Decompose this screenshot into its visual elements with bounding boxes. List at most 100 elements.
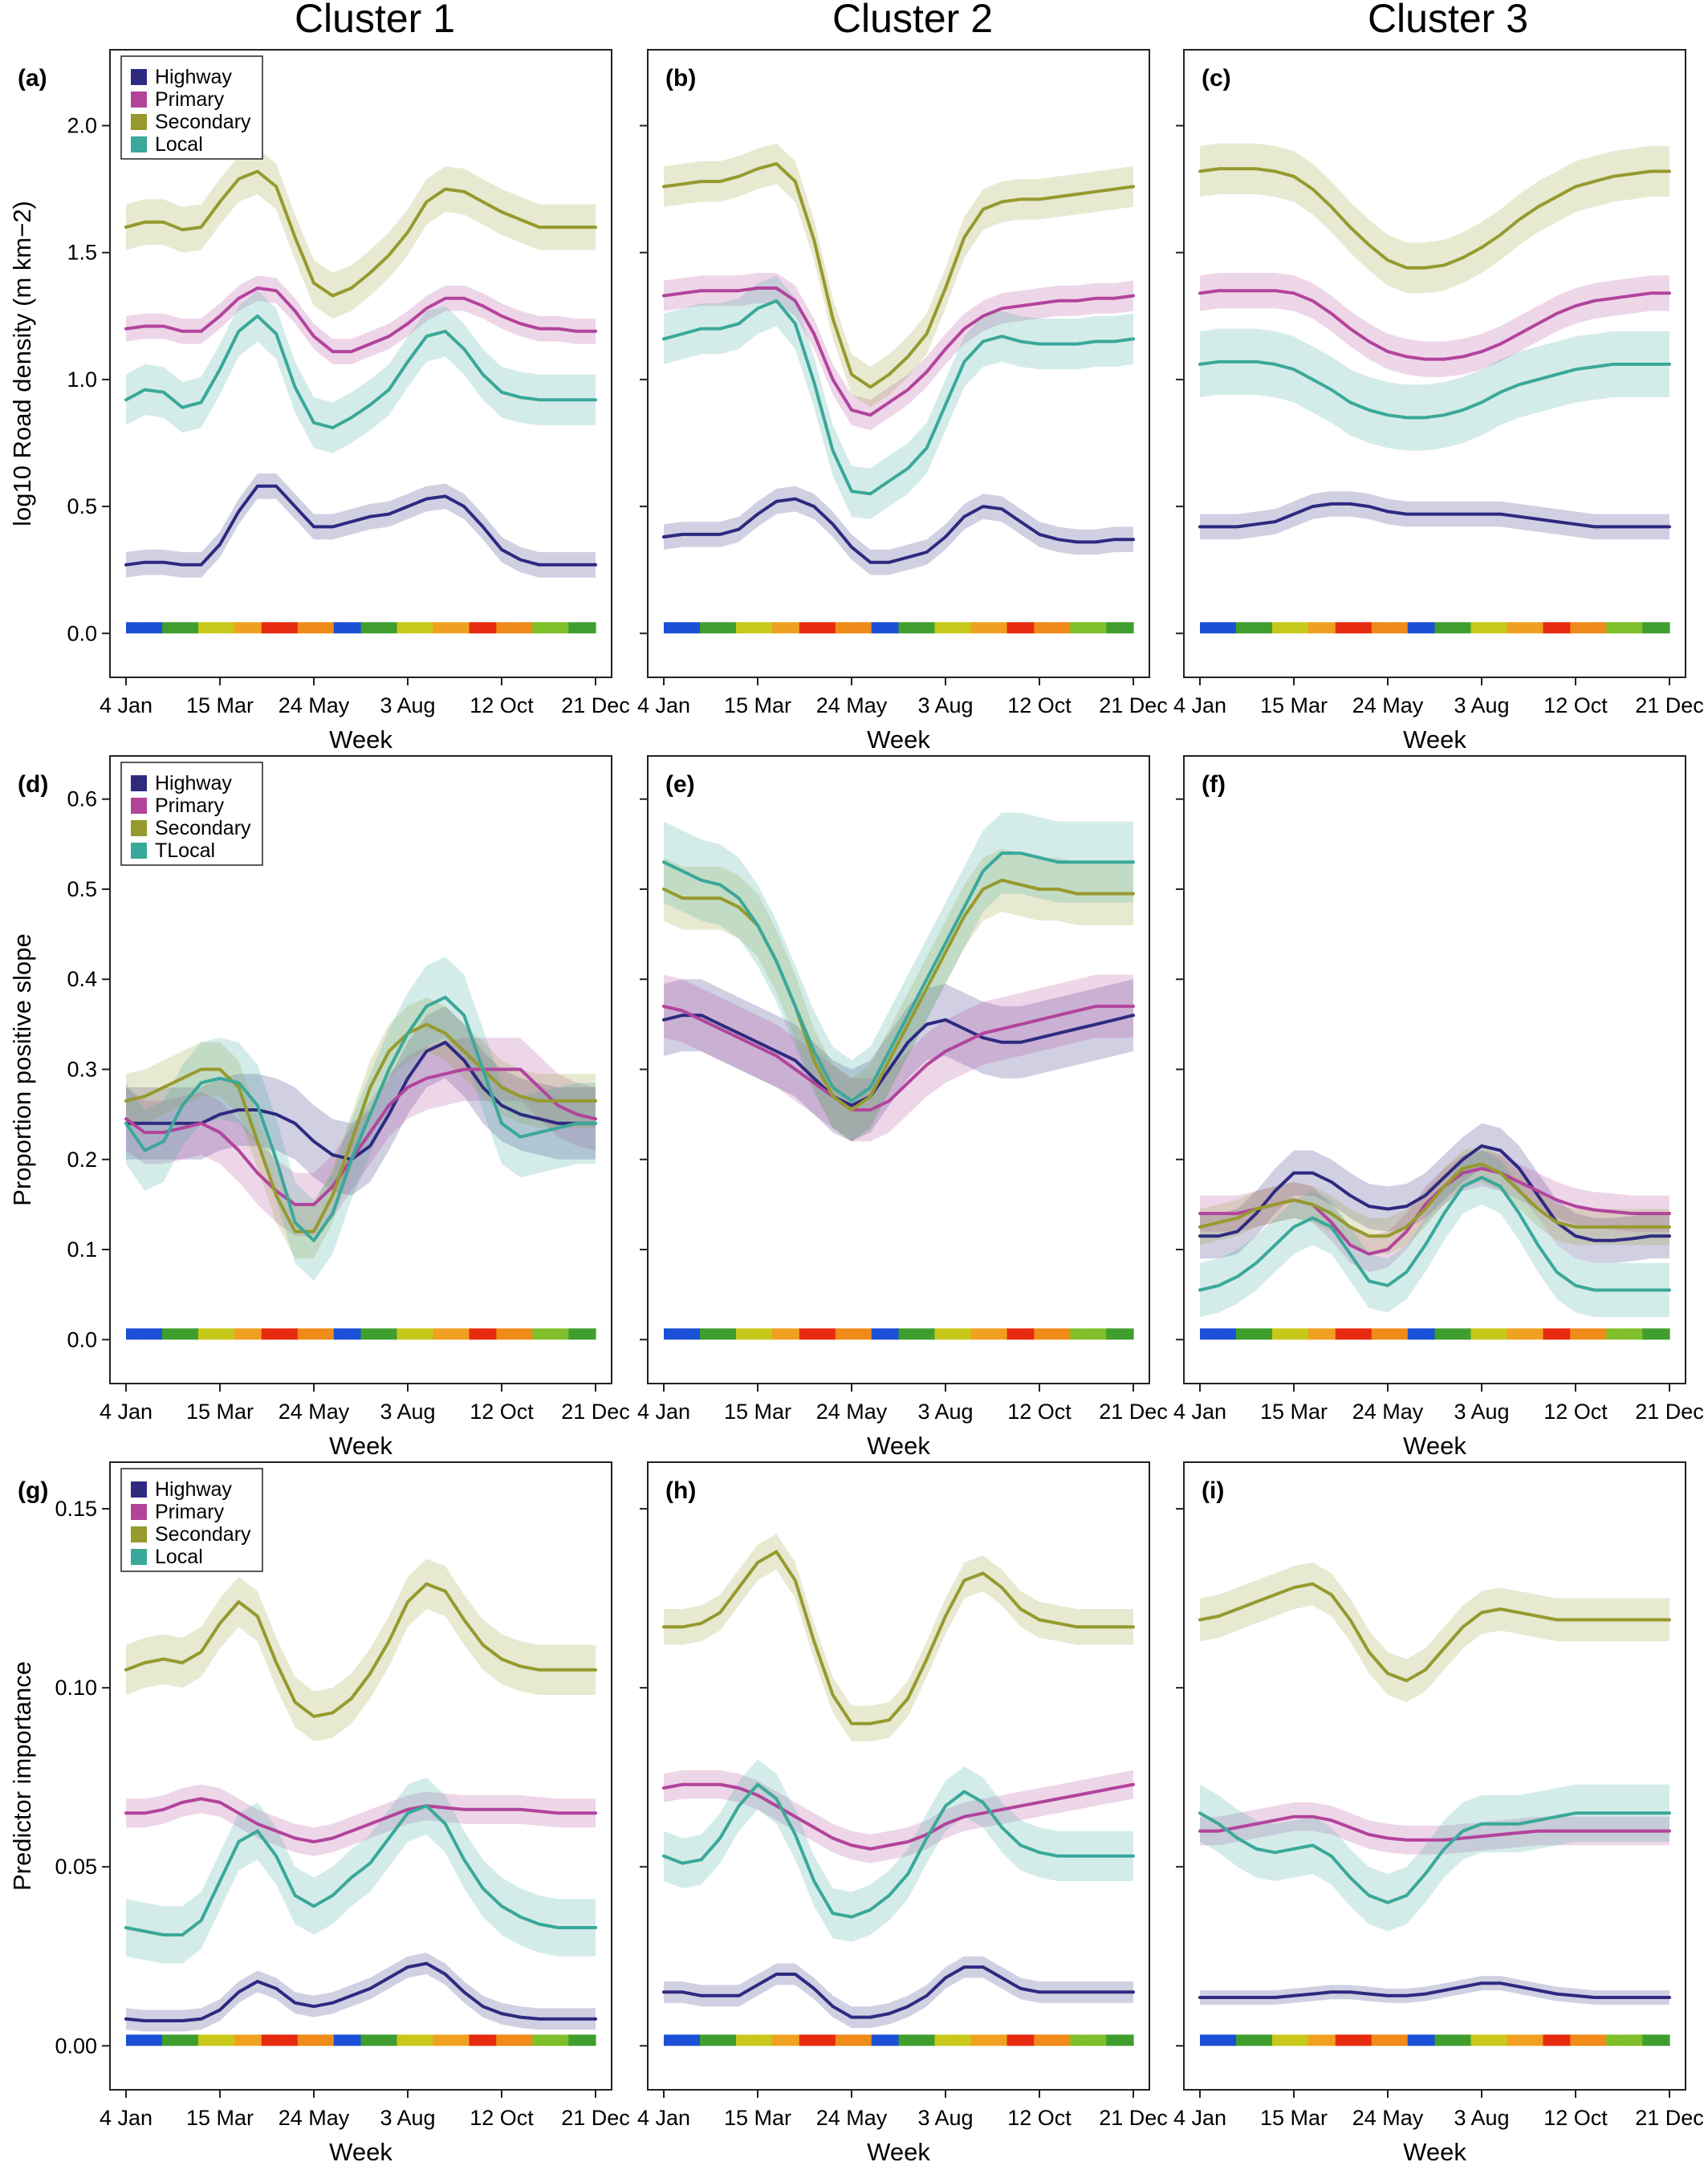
x-tick-label: 4 Jan	[100, 693, 152, 717]
x-tick-label: 21 Dec	[1635, 693, 1704, 717]
season-week	[917, 622, 926, 634]
season-week	[772, 1328, 782, 1340]
season-week	[126, 1328, 136, 1340]
season-week	[781, 1328, 791, 1340]
season-week	[189, 2034, 199, 2046]
plot-frame	[647, 49, 1150, 678]
season-week	[469, 622, 479, 634]
season-week	[1453, 1328, 1462, 1340]
season-week	[844, 1328, 854, 1340]
season-week	[1124, 1328, 1134, 1340]
season-week	[568, 622, 579, 634]
chart-panel-b: 4 Jan 15 Mar 24 May 3 Aug 12 Oct 21 Dec Week (b…	[637, 49, 1168, 754]
series-line-local	[124, 1804, 597, 1936]
season-week	[1290, 2034, 1300, 2046]
season-week	[379, 1328, 388, 1340]
season-week	[1633, 1328, 1643, 1340]
season-week	[207, 2034, 218, 2046]
season-week	[451, 1328, 461, 1340]
season-week	[1606, 2034, 1616, 2046]
season-week	[1651, 2034, 1661, 2046]
legend-swatch-highway	[131, 69, 147, 85]
season-week	[1570, 2034, 1580, 2046]
y-tick-label: 1.0	[67, 368, 97, 392]
season-week	[270, 1328, 280, 1340]
season-week	[1434, 2034, 1445, 2046]
x-tick-label: 3 Aug	[1454, 2106, 1509, 2130]
season-week	[907, 622, 917, 634]
season-week	[754, 2034, 764, 2046]
season-week	[234, 2034, 244, 2046]
season-week	[441, 622, 452, 634]
y-tick-label: 0.5	[67, 877, 97, 901]
legend-label: Highway	[155, 1478, 232, 1501]
y-tick-label: 0.2	[67, 1148, 97, 1172]
ci-band-secondary	[664, 1534, 1133, 1741]
cluster-title-2: Cluster 2	[832, 0, 993, 41]
season-week	[424, 2034, 434, 2046]
season-week	[1543, 622, 1553, 634]
season-week	[718, 622, 728, 634]
y-axis-label: Predictor importance	[8, 1661, 36, 1891]
season-week	[307, 622, 316, 634]
season-week	[1115, 622, 1125, 634]
season-week	[324, 1328, 335, 1340]
season-week	[754, 622, 764, 634]
season-week	[324, 2034, 335, 2046]
season-week	[216, 2034, 226, 2046]
season-week	[1025, 1328, 1035, 1340]
season-week	[324, 622, 335, 634]
season-week	[1371, 1328, 1381, 1340]
season-week	[243, 622, 254, 634]
season-week	[1381, 2034, 1390, 2046]
season-week	[871, 622, 881, 634]
season-week	[469, 1328, 479, 1340]
ci-band-primary	[664, 1770, 1133, 1863]
season-week	[135, 622, 145, 634]
series-line-secondary	[1198, 1582, 1671, 1683]
season-week	[388, 622, 398, 634]
ci-band-secondary	[126, 997, 596, 1259]
season-week	[559, 1328, 569, 1340]
season-week	[1470, 622, 1481, 634]
season-week	[496, 1328, 506, 1340]
x-tick-label: 4 Jan	[637, 2106, 690, 2130]
season-week	[718, 2034, 728, 2046]
ci-bands	[1200, 1123, 1669, 1318]
season-week	[1015, 622, 1026, 634]
season-week	[1425, 2034, 1436, 2046]
season-week	[726, 622, 737, 634]
season-week	[424, 622, 434, 634]
season-week	[333, 1328, 344, 1340]
season-week	[541, 2034, 551, 2046]
season-week	[1317, 1328, 1328, 1340]
season-week	[808, 1328, 818, 1340]
season-week	[514, 2034, 524, 2046]
season-week	[889, 622, 900, 634]
season-week	[718, 1328, 728, 1340]
season-week	[496, 2034, 506, 2046]
y-tick-label: 0.10	[55, 1676, 97, 1700]
season-strip	[1200, 1328, 1670, 1340]
season-week	[1263, 1328, 1273, 1340]
season-week	[1281, 2034, 1291, 2046]
season-week	[1281, 622, 1291, 634]
season-week	[1088, 1328, 1098, 1340]
season-week	[1398, 1328, 1409, 1340]
season-week	[1079, 1328, 1089, 1340]
series-lines	[124, 1582, 597, 2022]
season-week	[1254, 622, 1264, 634]
season-week	[862, 622, 872, 634]
season-week	[925, 2034, 936, 2046]
season-week	[225, 1328, 235, 1340]
season-week	[871, 1328, 881, 1340]
season-week	[478, 1328, 488, 1340]
series-line-secondary	[1198, 167, 1671, 270]
ci-bands	[664, 1534, 1133, 2028]
ci-band-secondary	[1200, 143, 1669, 294]
series-line-tlocal	[124, 995, 597, 1242]
season-week	[1051, 1328, 1062, 1340]
season-week	[1034, 622, 1044, 634]
legend-swatch-highway	[131, 1481, 147, 1498]
x-tick-label: 3 Aug	[380, 1400, 435, 1424]
